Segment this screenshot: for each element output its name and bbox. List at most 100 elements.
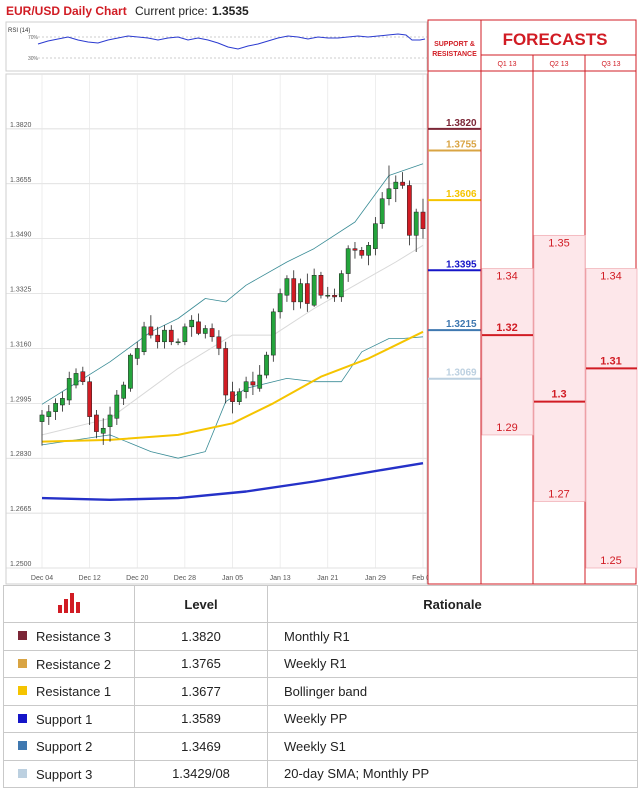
- level-name: Support 2: [36, 739, 93, 755]
- forecast-high-value: 1.35: [548, 237, 569, 249]
- bearish-candle: [148, 326, 154, 336]
- y-axis: 1.3820 1.3655 1.3490 1.3325 1.3160 1.2995 1.28…: [10, 122, 32, 568]
- table-row: Resistance 2 1.3765 Weekly R1: [3, 649, 638, 678]
- bullish-candle: [284, 278, 290, 296]
- level-rationale: Bollinger band: [267, 677, 638, 706]
- sr-level-value-resistance2: 1.3755: [446, 140, 477, 151]
- forecast-high-value: 1.34: [496, 271, 517, 283]
- y-tick-label: 1.2995: [10, 396, 32, 403]
- bullish-candle: [73, 373, 79, 386]
- bullish-candle: [162, 329, 167, 343]
- bearish-candle: [332, 294, 337, 298]
- level-name-cell: Resistance 3: [3, 622, 135, 651]
- x-tick-label: Jan 05: [222, 575, 243, 582]
- level-name: Resistance 2: [36, 656, 112, 672]
- candles: [39, 165, 426, 446]
- y-tick-label: 1.3325: [10, 287, 32, 294]
- bullish-candle: [373, 223, 378, 249]
- level-value: 1.3677: [134, 677, 268, 706]
- forecast-quarter-label: Q3 13: [601, 61, 620, 68]
- level-name: Support 1: [36, 711, 93, 727]
- level-name-cell: Support 1: [3, 704, 135, 733]
- sma-20-line: [41, 330, 424, 443]
- level-color-swatch: [18, 713, 27, 723]
- bullish-candle: [366, 245, 371, 256]
- level-value: 1.3820: [134, 622, 268, 651]
- y-tick-label: 1.2665: [10, 506, 32, 513]
- bullish-candle: [202, 328, 208, 334]
- forecast-range-box: [533, 234, 586, 502]
- chart-canvas: EUR/USD Daily Chart Current price: 1.35 3…: [5, 4, 638, 585]
- level-value: 1.3469: [134, 732, 268, 761]
- bullish-candle: [236, 391, 242, 402]
- level-rationale: Weekly R1: [267, 649, 638, 678]
- level-rationale: 20-day SMA; Monthly PP: [267, 759, 638, 788]
- bullish-candle: [243, 381, 249, 392]
- bearish-candle: [304, 283, 310, 304]
- level-name-cell: Resistance 2: [3, 649, 135, 678]
- sr-levels: 1.3820 1.3755 1.3606 1.3395 1.3215 1.3069: [428, 118, 481, 380]
- price-chart-grid: [6, 74, 427, 569]
- x-tick-label: Dec 12: [79, 575, 101, 582]
- x-tick-label: Dec 28: [174, 575, 196, 582]
- rsi-label: RSI (14): [8, 28, 30, 34]
- bullish-candle: [141, 326, 147, 353]
- level-name: Resistance 3: [36, 629, 112, 645]
- level-value: 1.3429/08: [134, 759, 268, 788]
- bearish-candle: [87, 381, 92, 417]
- level-name-cell: Resistance 1: [3, 677, 135, 706]
- level-value: 1.3589: [134, 704, 268, 733]
- level-name-cell: Support 2: [3, 732, 135, 761]
- bullish-candle: [189, 319, 195, 328]
- level-color-swatch: [18, 658, 27, 668]
- level-column-header: Level: [134, 585, 268, 623]
- forecast-columns: Q1 13 1.34 1.32 1.29 Q2 13 1.35 1.3 1.27 Q3 13 1.…: [481, 61, 638, 569]
- bullish-candle: [386, 188, 392, 199]
- bearish-candle: [80, 371, 86, 382]
- bearish-candle: [400, 181, 405, 186]
- bullish-candle: [277, 293, 283, 313]
- bearish-candle: [196, 321, 201, 334]
- bearish-candle: [352, 248, 358, 251]
- bar-chart-icon: [58, 592, 80, 613]
- price-label: Current price:: [135, 4, 208, 18]
- x-tick-label: Dec 04: [31, 575, 53, 582]
- long-sma-line: [41, 462, 424, 501]
- level-color-swatch: [18, 741, 27, 751]
- bearish-candle: [216, 336, 222, 349]
- level-rationale: Weekly PP: [267, 704, 638, 733]
- table-body: Resistance 3 1.3820 Monthly R1 Resistance 2…: [3, 622, 638, 788]
- y-tick-label: 1.3160: [10, 341, 32, 348]
- bullish-candle: [39, 414, 45, 422]
- sr-level-value-support2: 1.3215: [446, 319, 477, 330]
- bullish-candle: [107, 414, 113, 427]
- forecast-low-value: 1.25: [600, 555, 621, 567]
- level-value: 1.3765: [134, 649, 268, 678]
- level-color-swatch: [18, 631, 27, 641]
- bearish-candle: [168, 329, 174, 343]
- x-tick-label: Jan 21: [317, 575, 338, 582]
- bearish-candle: [291, 278, 297, 303]
- y-tick-label: 1.2830: [10, 451, 32, 458]
- bullish-candle: [298, 283, 303, 303]
- forecast-mid-value: 1.31: [600, 355, 621, 367]
- bullish-candle: [114, 394, 120, 419]
- price-chart-frame: [5, 73, 428, 585]
- sr-title-line2: RESISTANCE: [432, 51, 477, 58]
- forecast-low-value: 1.27: [548, 488, 569, 500]
- bullish-candle: [338, 273, 344, 298]
- bullish-candle: [345, 248, 351, 274]
- bearish-candle: [318, 275, 324, 296]
- levels-table-wrap: Level Rationale Resistance 3 1.3820 Monthl…: [3, 585, 638, 788]
- sr-level-value-resistance3: 1.3820: [446, 118, 477, 129]
- bullish-candle: [393, 181, 399, 190]
- bullish-candle: [175, 341, 181, 344]
- forecast-high-value: 1.34: [600, 271, 621, 283]
- bullish-candle: [128, 354, 133, 389]
- x-tick-label: Dec 20: [126, 575, 148, 582]
- rsi-level-low: 30%: [28, 56, 39, 62]
- x-axis: Dec 04 Dec 12 Dec 20 Dec 28 Jan 05 Jan 13 Jan …: [31, 575, 434, 582]
- bullish-candle: [379, 198, 385, 224]
- chart-title: EUR/USD Daily Chart: [6, 4, 127, 18]
- levels-table: Level Rationale Resistance 3 1.3820 Monthl…: [3, 585, 638, 788]
